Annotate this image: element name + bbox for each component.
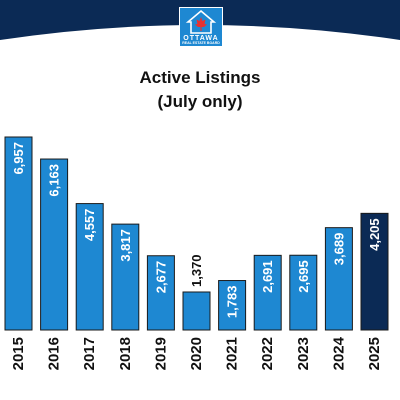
value-label-2015: 6,957 [11, 142, 26, 175]
value-label-2018: 3,817 [118, 229, 133, 262]
bar-2019 [146, 255, 175, 331]
x-tick-2016: 2016 [46, 337, 63, 370]
value-label-2017: 4,557 [82, 209, 97, 242]
bar-2020 [182, 291, 211, 331]
bar-2021 [218, 280, 247, 331]
bar-2015 [4, 136, 33, 331]
brand-logo: OTTAWA REAL ESTATE BOARD [179, 7, 223, 47]
value-label-2024: 3,689 [331, 233, 346, 266]
x-tick-2020: 2020 [188, 337, 205, 370]
bar-2023 [289, 254, 318, 331]
brand-name: OTTAWA [183, 35, 219, 42]
x-tick-2025: 2025 [366, 337, 383, 370]
chart-subtitle: (July only) [157, 92, 243, 111]
x-tick-2022: 2022 [259, 337, 276, 370]
chart-title: Active Listings [139, 68, 261, 87]
x-tick-2021: 2021 [224, 337, 241, 370]
x-tick-2019: 2019 [152, 337, 169, 370]
x-tick-2023: 2023 [295, 337, 312, 370]
value-label-2020: 1,370 [189, 254, 204, 287]
value-label-2021: 1,783 [225, 286, 240, 319]
value-label-2022: 2,691 [260, 260, 275, 293]
brand-tagline: REAL ESTATE BOARD [182, 41, 220, 45]
bar-2022 [253, 254, 282, 331]
value-label-2025: 4,205 [367, 218, 382, 251]
bar-2025 [360, 212, 389, 331]
bar-2018 [111, 223, 140, 331]
x-tick-2018: 2018 [117, 337, 134, 370]
value-label-2019: 2,677 [153, 261, 168, 294]
x-tick-2015: 2015 [10, 337, 27, 370]
bar-2017 [75, 203, 104, 331]
value-label-2023: 2,695 [296, 260, 311, 293]
x-tick-2024: 2024 [330, 336, 347, 370]
maple-leaf-house-icon [185, 9, 217, 34]
bar-2016 [40, 158, 69, 331]
x-tick-2017: 2017 [81, 337, 98, 370]
value-label-2016: 6,163 [47, 164, 62, 197]
bar-2024 [324, 227, 353, 331]
